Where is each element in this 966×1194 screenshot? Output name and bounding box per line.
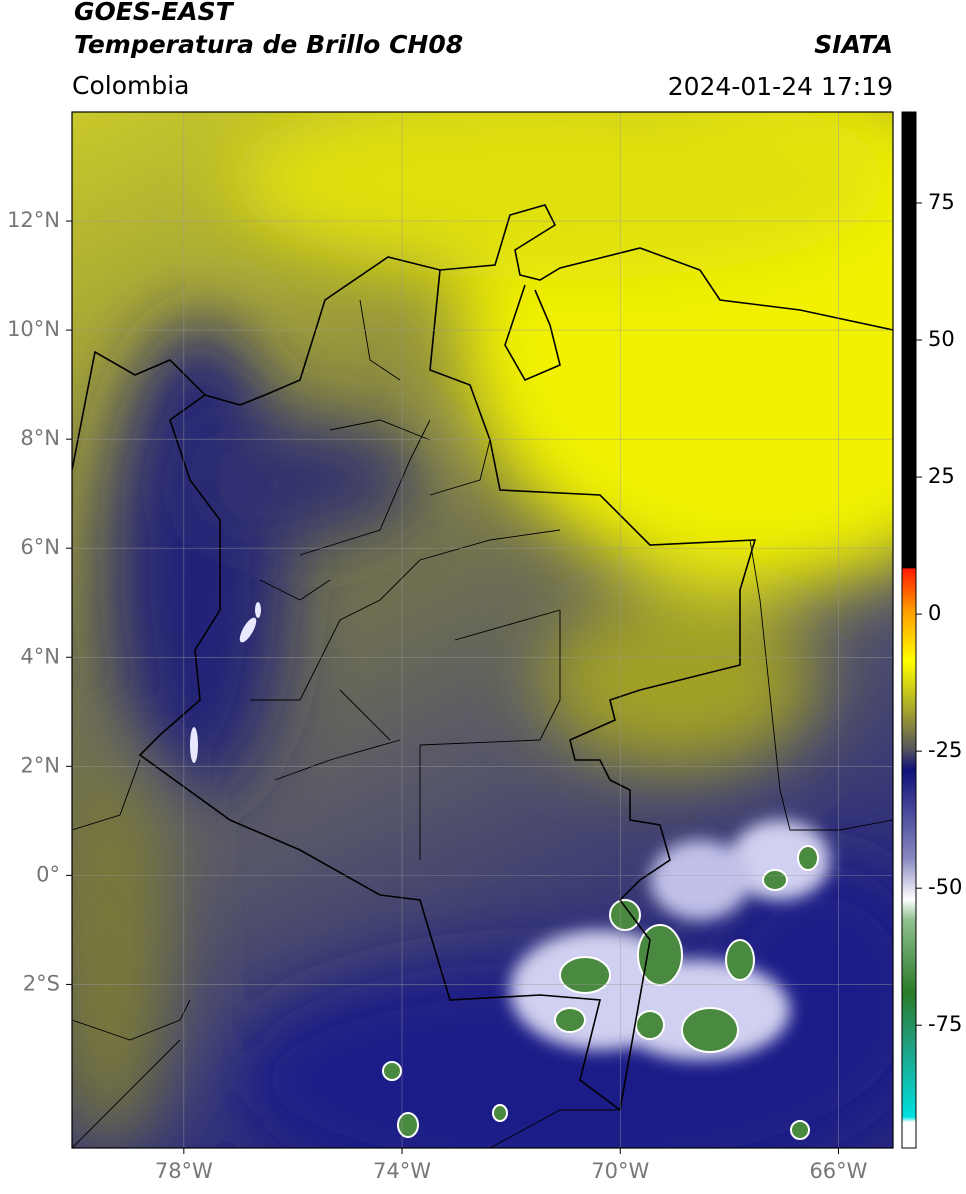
title-line-1: GOES-EAST (74, 0, 235, 26)
colorbar-tick-label: -25 (928, 738, 962, 762)
lat-tick-label: 10°N (7, 317, 60, 341)
lat-tick-label: 8°N (20, 426, 60, 450)
colorbar-tick-label: 0 (928, 601, 941, 625)
lat-tick-label: 2°S (23, 971, 60, 995)
map-frame (71, 111, 894, 1149)
colorbar-tick-label: -50 (928, 875, 962, 899)
lat-tick-label: 6°N (20, 535, 60, 559)
map-image (72, 112, 893, 1148)
lat-tick-label: 12°N (7, 208, 60, 232)
lat-tick-label: 0° (36, 862, 60, 886)
colorbar-tick-label: -75 (928, 1012, 962, 1036)
colorbar-tick-label: 75 (928, 190, 955, 214)
colorbar (901, 111, 917, 1149)
timestamp: 2024-01-24 17:19 (668, 72, 893, 101)
colorbar-tick-label: 50 (928, 327, 955, 351)
lon-tick-label: 78°W (155, 1159, 213, 1183)
source: SIATA (814, 30, 893, 59)
lat-tick-label: 4°N (20, 644, 60, 668)
lon-tick-label: 70°W (591, 1159, 649, 1183)
colorbar-tick-label: 25 (928, 464, 955, 488)
title-line-2: Temperatura de Brillo CH08 (74, 30, 463, 59)
lat-tick-label: 2°N (20, 753, 60, 777)
lon-tick-label: 74°W (373, 1159, 431, 1183)
lon-tick-label: 66°W (809, 1159, 867, 1183)
region: Colombia (72, 71, 189, 100)
